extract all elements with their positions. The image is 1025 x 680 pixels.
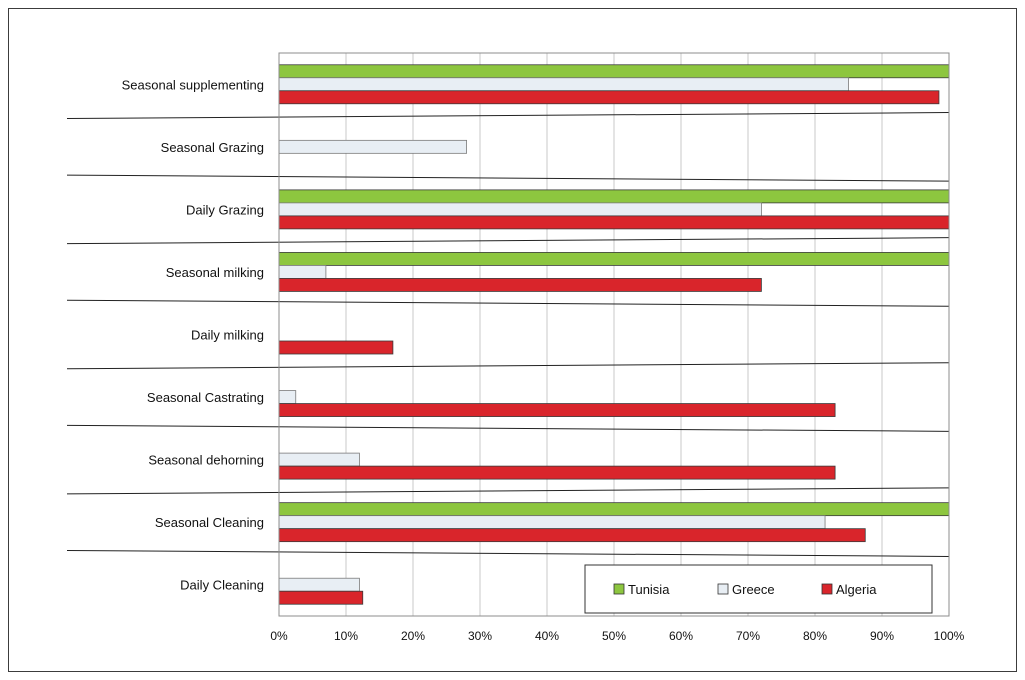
bar-greece: [278, 515, 826, 530]
legend-swatch-tunisia: [613, 583, 625, 595]
legend-label: Algeria: [836, 582, 877, 597]
category-separator: [66, 362, 950, 370]
category-separator: [66, 112, 950, 120]
x-tick-label: 70%: [736, 629, 760, 643]
bar-algeria: [278, 215, 950, 230]
x-tick-label: 30%: [468, 629, 492, 643]
bar-algeria: [278, 340, 394, 355]
bar-tunisia: [278, 189, 950, 204]
legend-label: Greece: [732, 582, 775, 597]
bar-algeria: [278, 465, 836, 480]
plot-border: [278, 52, 950, 617]
legend-swatch-greece: [717, 583, 729, 595]
legend-swatch-algeria: [821, 583, 833, 595]
bar-algeria: [278, 403, 836, 417]
category-label: Seasonal Cleaning: [155, 515, 264, 530]
bar-tunisia: [278, 502, 950, 517]
category-separator: [66, 174, 950, 182]
bars: [278, 64, 950, 605]
category-label: Seasonal Castrating: [147, 390, 264, 405]
bar-greece: [278, 265, 327, 279]
category-separator: [66, 487, 950, 495]
x-tick-label: 90%: [870, 629, 894, 643]
bar-greece: [278, 77, 849, 92]
category-separators: [66, 112, 950, 557]
x-tick-label: 80%: [803, 629, 827, 643]
legend-box: [584, 564, 933, 614]
x-tick-labels: 0% 10% 20% 30% 40% 50% 60% 70% 80% 90% 100%: [270, 629, 964, 643]
x-tick-label: 10%: [334, 629, 358, 643]
category-separator: [66, 237, 950, 245]
bar-algeria: [278, 528, 866, 543]
bar-greece: [278, 202, 762, 217]
legend: Tunisia Greece Algeria: [584, 564, 933, 614]
bar-greece: [278, 452, 360, 467]
legend-label: Tunisia: [628, 582, 670, 597]
bar-algeria: [278, 278, 762, 292]
category-labels: Seasonal supplementing Seasonal Grazing Da…: [122, 77, 264, 592]
axes: [278, 52, 950, 617]
bar-tunisia: [278, 64, 950, 79]
category-separator: [66, 424, 950, 432]
category-separator: [66, 299, 950, 307]
bar-algeria: [278, 590, 364, 605]
category-label: Daily Grazing: [186, 202, 264, 217]
bar-algeria: [278, 90, 940, 105]
bar-greece: [278, 577, 360, 592]
bar-tunisia: [278, 252, 950, 266]
bar-greece: [278, 390, 297, 404]
x-tick-label: 60%: [669, 629, 693, 643]
category-label: Seasonal dehorning: [148, 453, 264, 468]
x-tick-label: 0%: [270, 629, 288, 643]
x-tick-label: 50%: [602, 629, 626, 643]
x-tick-label: 40%: [535, 629, 559, 643]
category-label: Daily milking: [191, 328, 264, 343]
x-tick-label: 100%: [934, 629, 965, 643]
category-label: Seasonal milking: [166, 265, 264, 280]
x-tick-label: 20%: [401, 629, 425, 643]
category-label: Daily Cleaning: [180, 578, 264, 593]
category-label: Seasonal Grazing: [161, 140, 264, 155]
category-label: Seasonal supplementing: [122, 77, 264, 92]
bar-greece: [278, 139, 468, 154]
chart-frame: [8, 8, 1017, 672]
category-separator: [66, 549, 950, 557]
